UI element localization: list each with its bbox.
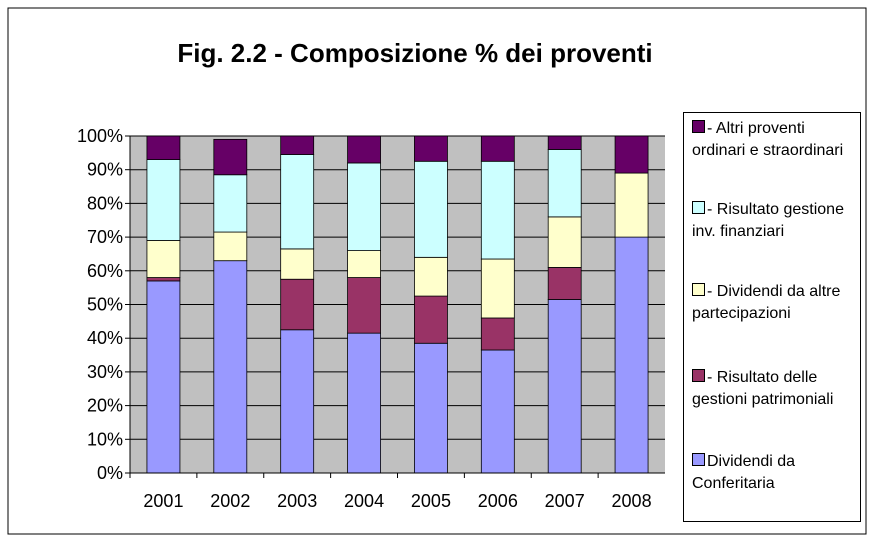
bar-segment: [414, 256, 448, 297]
y-tick-label: 50%: [87, 295, 123, 315]
x-tick-label: 2008: [612, 491, 652, 511]
x-tick-label: 2004: [344, 491, 384, 511]
y-tick-label: 100%: [77, 126, 123, 146]
legend-label: - Altri proventi ordinari e straordinari: [692, 120, 844, 159]
y-tick-label: 20%: [87, 396, 123, 416]
x-tick-label: 2006: [478, 491, 518, 511]
bar-segment: [480, 317, 515, 351]
bar-segment: [614, 236, 649, 474]
bar-segment: [480, 349, 515, 474]
legend-label: - Risultato gestione inv. finanziari: [692, 201, 844, 240]
bar-segment: [480, 160, 515, 260]
y-tick-label: 10%: [87, 429, 123, 449]
x-tick-label: 2007: [545, 491, 585, 511]
legend-item: - Dividendi da altre partecipazioni: [692, 281, 857, 325]
chart-title: Fig. 2.2 - Composizione % dei proventi: [177, 38, 652, 68]
legend-item: - Risultato gestione inv. finanziari: [692, 199, 857, 243]
bar-segment: [347, 135, 381, 164]
legend-swatch: [692, 201, 705, 214]
x-tick-label: 2003: [277, 491, 317, 511]
y-tick-label: 40%: [87, 328, 123, 348]
bar-segment: [547, 299, 582, 474]
legend: - Altri proventi ordinari e straordinari…: [683, 112, 861, 522]
bar-segment: [280, 329, 315, 474]
bar-segment: [213, 231, 248, 262]
bar-segment: [547, 267, 582, 300]
legend-label: - Risultato delle gestioni patrimoniali: [692, 369, 834, 408]
bar-segment: [280, 154, 315, 250]
bar-segment: [547, 135, 582, 150]
bar-segment: [280, 278, 315, 331]
legend-item: - Altri proventi ordinari e straordinari: [692, 118, 857, 162]
bar-segment: [347, 332, 381, 474]
bar-segment: [614, 135, 649, 174]
legend-swatch: [692, 369, 705, 382]
bar-segment: [414, 160, 448, 258]
legend-swatch: [692, 283, 705, 296]
y-tick-label: 70%: [87, 227, 123, 247]
legend-swatch: [692, 120, 705, 133]
bar-segment: [547, 149, 582, 218]
x-tick-label: 2001: [143, 491, 183, 511]
bar-segment: [146, 280, 181, 474]
bar-segment: [146, 240, 181, 278]
bar-segment: [414, 295, 448, 344]
bar-segment: [480, 258, 515, 319]
bar-segment: [213, 138, 248, 176]
bar-segment: [146, 135, 181, 160]
y-tick-label: 80%: [87, 193, 123, 213]
bar-segment: [347, 277, 381, 334]
legend-label: Dividendi da Conferitaria: [692, 453, 796, 492]
bar-segment: [213, 260, 248, 474]
bar-segment: [480, 135, 515, 162]
y-tick-label: 60%: [87, 261, 123, 281]
bar-segment: [146, 159, 181, 241]
legend-item: - Risultato delle gestioni patrimoniali: [692, 367, 857, 411]
y-tick-label: 90%: [87, 160, 123, 180]
bar-segment: [347, 162, 381, 251]
bar-segment: [414, 135, 448, 162]
bar-segment: [614, 172, 649, 238]
legend-swatch: [692, 453, 705, 466]
legend-item: Dividendi da Conferitaria: [692, 451, 857, 495]
bar-segment: [547, 216, 582, 268]
bar-segment: [213, 174, 248, 233]
legend-label: - Dividendi da altre partecipazioni: [692, 283, 841, 322]
bar-segment: [146, 277, 181, 282]
bar-segment: [280, 248, 315, 280]
bar-segment: [280, 135, 315, 155]
bar-segment: [347, 250, 381, 278]
x-tick-label: 2002: [210, 491, 250, 511]
y-tick-label: 0%: [97, 463, 123, 483]
y-tick-label: 30%: [87, 362, 123, 382]
bar-segment: [414, 342, 448, 474]
x-tick-label: 2005: [411, 491, 451, 511]
